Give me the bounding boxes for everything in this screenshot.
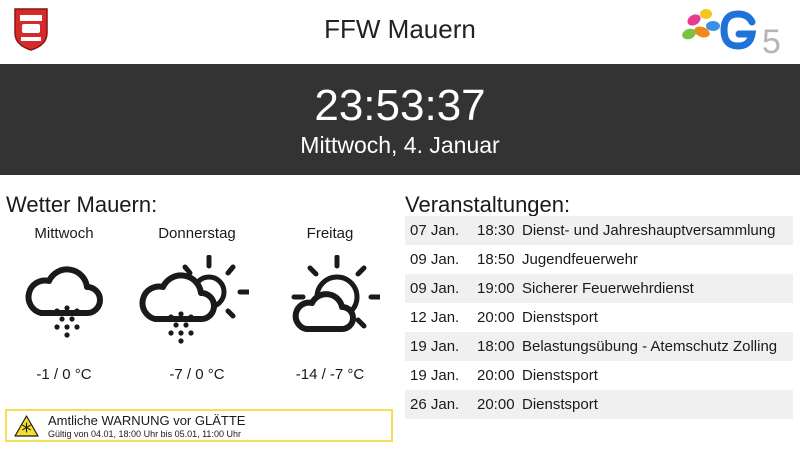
event-time: 20:00	[477, 396, 515, 413]
weather-day-wednesday: Mittwoch -1 / 0 °C	[4, 223, 124, 383]
events-list: 07 Jan. 18:30 Dienst- und Jahreshauptver…	[405, 216, 793, 419]
event-date: 26 Jan.	[410, 396, 460, 413]
fire-brigade-logo	[13, 7, 49, 51]
g5-logo: 5	[676, 4, 788, 61]
event-name: Dienst- und Jahreshauptversammlung	[522, 222, 776, 239]
event-date: 19 Jan.	[410, 338, 460, 355]
weather-title: Wetter Mauern:	[6, 192, 158, 217]
event-row[interactable]: 19 Jan. 20:00 Dienstsport	[405, 361, 793, 390]
event-time: 20:00	[477, 367, 515, 384]
event-date: 19 Jan.	[410, 367, 460, 384]
event-time: 20:00	[477, 309, 515, 326]
event-name: Dienstsport	[522, 367, 598, 384]
event-row[interactable]: 09 Jan. 18:50 Jugendfeuerwehr	[405, 245, 793, 274]
event-name: Dienstsport	[522, 396, 598, 413]
sun-cloud-icon	[291, 255, 380, 332]
event-date: 09 Jan.	[410, 280, 460, 297]
weather-day-name: Freitag	[306, 225, 354, 242]
snow-cloud-icon	[25, 266, 103, 338]
event-date: 12 Jan.	[410, 309, 460, 326]
sun-cloud-snow-icon	[139, 255, 249, 344]
event-row[interactable]: 26 Jan. 20:00 Dienstsport	[405, 390, 793, 419]
ice-warning-icon	[14, 415, 39, 437]
weather-temp: -7 / 0 °C	[169, 366, 225, 383]
event-time: 18:30	[477, 222, 515, 239]
warning-validity: Gültig von 04.01, 18:00 Uhr bis 05.01, 1…	[48, 429, 241, 439]
event-time: 18:50	[477, 251, 515, 268]
clock-time: 23:53:37	[314, 81, 486, 130]
events-title: Veranstaltungen:	[405, 192, 571, 217]
event-name: Belastungsübung - Atemschutz Zolling	[522, 338, 778, 355]
event-time: 18:00	[477, 338, 515, 355]
event-time: 19:00	[477, 280, 515, 297]
page-title: FFW Mauern	[324, 14, 476, 44]
event-row[interactable]: 12 Jan. 20:00 Dienstsport	[405, 303, 793, 332]
event-date: 07 Jan.	[410, 222, 460, 239]
event-date: 09 Jan.	[410, 251, 460, 268]
weather-temp: -1 / 0 °C	[36, 366, 92, 383]
clock-banner: 23:53:37 Mittwoch, 4. Januar	[0, 64, 800, 175]
weather-day-name: Mittwoch	[34, 225, 94, 242]
event-name: Jugendfeuerwehr	[522, 251, 638, 268]
weather-day-name: Donnerstag	[158, 225, 236, 242]
header: FFW Mauern 5	[0, 0, 800, 64]
event-name: Sicherer Feuerwehrdienst	[522, 280, 694, 297]
svg-text:5: 5	[762, 23, 781, 56]
weather-warning[interactable]: Amtliche WARNUNG vor GLÄTTE Gültig von 0…	[5, 409, 393, 442]
clock-date: Mittwoch, 4. Januar	[300, 132, 500, 158]
weather-day-friday: Freitag -14 / -7 °C	[270, 223, 390, 383]
warning-title: Amtliche WARNUNG vor GLÄTTE	[48, 413, 246, 428]
event-row[interactable]: 09 Jan. 19:00 Sicherer Feuerwehrdienst	[405, 274, 793, 303]
event-row[interactable]: 07 Jan. 18:30 Dienst- und Jahreshauptver…	[405, 216, 793, 245]
event-name: Dienstsport	[522, 309, 598, 326]
weather-day-thursday: Donnerstag -7 / 0 °C	[137, 223, 257, 383]
event-row[interactable]: 19 Jan. 18:00 Belastungsübung - Atemschu…	[405, 332, 793, 361]
weather-temp: -14 / -7 °C	[295, 366, 365, 383]
